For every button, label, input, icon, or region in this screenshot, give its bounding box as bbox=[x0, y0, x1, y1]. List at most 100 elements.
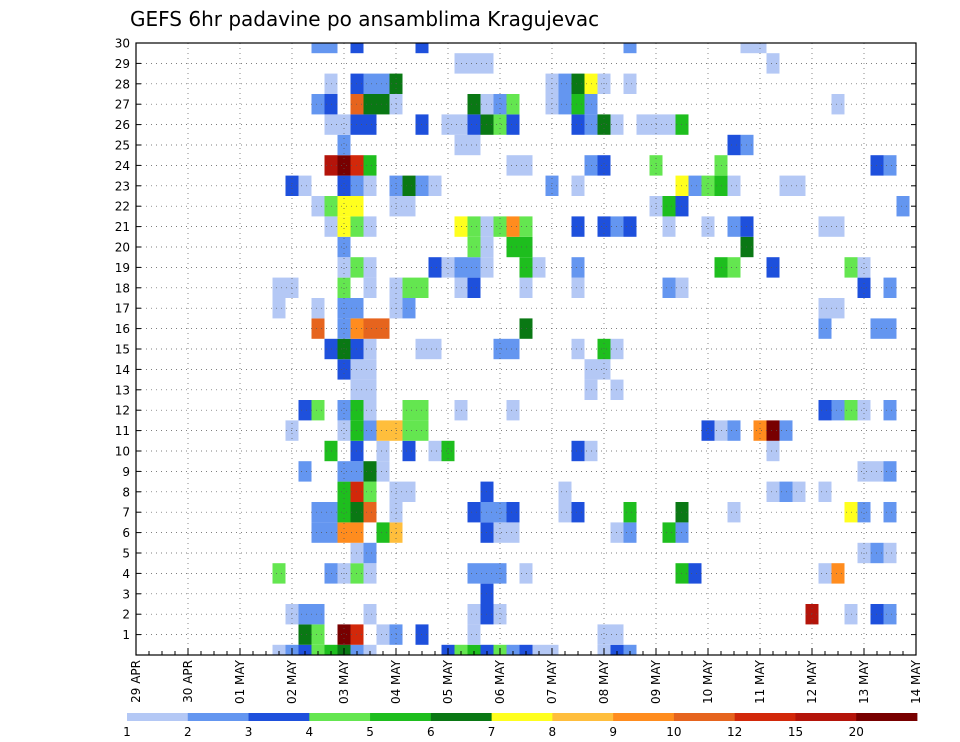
heatmap-cell bbox=[298, 604, 312, 625]
colorbar-swatch bbox=[430, 713, 493, 721]
heatmap-cell bbox=[623, 502, 637, 523]
heatmap-cell bbox=[311, 604, 325, 625]
heatmap-cell bbox=[272, 298, 286, 319]
heatmap-cell bbox=[428, 338, 442, 360]
x-tick-label: 01 MAY bbox=[233, 659, 247, 704]
heatmap-cell bbox=[363, 94, 377, 115]
heatmap-cell bbox=[363, 318, 377, 339]
heatmap-cell bbox=[506, 216, 520, 237]
heatmap-cell bbox=[311, 522, 325, 543]
heatmap-cell bbox=[298, 400, 312, 421]
heatmap-cell bbox=[402, 420, 416, 441]
x-tick-label: 02 MAY bbox=[285, 659, 299, 704]
heatmap-cell bbox=[376, 73, 390, 94]
heatmap-cell bbox=[272, 277, 286, 298]
heatmap-cell bbox=[506, 236, 520, 258]
y-tick-label: 7 bbox=[122, 506, 130, 520]
heatmap-cell bbox=[727, 216, 741, 237]
heatmap-cell bbox=[727, 257, 741, 278]
heatmap-cell bbox=[701, 175, 715, 196]
colorbar-swatch bbox=[370, 713, 432, 721]
heatmap-cell bbox=[506, 522, 520, 543]
heatmap-cell bbox=[441, 257, 455, 278]
y-tick-label: 28 bbox=[115, 77, 130, 91]
colorbar-label: 10 bbox=[666, 725, 681, 739]
heatmap-cell bbox=[337, 359, 351, 380]
heatmap-cell bbox=[311, 624, 325, 645]
heatmap-cell bbox=[506, 338, 520, 360]
colorbar: 1 2 3 4 5 6 7 8 9 10 12 15 20 bbox=[123, 713, 918, 739]
heatmap-cell bbox=[818, 400, 832, 421]
x-tick-label: 03 MAY bbox=[337, 659, 351, 704]
y-tick-label: 5 bbox=[122, 547, 130, 561]
x-tick-label: 07 MAY bbox=[545, 659, 559, 704]
heatmap-cell bbox=[506, 502, 520, 523]
heatmap-cell bbox=[818, 298, 832, 319]
heatmap-cell bbox=[532, 644, 546, 655]
colorbar-swatch bbox=[856, 713, 918, 721]
y-tick-label: 19 bbox=[115, 261, 130, 275]
colorbar-label: 6 bbox=[427, 725, 435, 739]
colorbar-label: 15 bbox=[788, 725, 803, 739]
heatmap-cell bbox=[402, 481, 416, 502]
heatmap-cell bbox=[337, 277, 351, 298]
heatmap-cell bbox=[727, 420, 741, 441]
heatmap-cell bbox=[597, 359, 611, 380]
heatmap-cell bbox=[571, 73, 585, 94]
heatmap-cell bbox=[493, 604, 507, 625]
y-tick-label: 6 bbox=[122, 526, 130, 540]
heatmap-cell bbox=[727, 175, 741, 196]
heatmap-cell bbox=[402, 440, 416, 462]
heatmap-cell bbox=[467, 53, 481, 74]
heatmap-cell bbox=[402, 175, 416, 196]
heatmap-cell bbox=[480, 644, 494, 655]
heatmap-cell bbox=[363, 502, 377, 523]
heatmap-cell bbox=[337, 461, 351, 482]
heatmap-cell bbox=[467, 624, 481, 645]
colorbar-label: 2 bbox=[184, 725, 192, 739]
heatmap-cell bbox=[558, 502, 572, 523]
colorbar-label: 9 bbox=[609, 725, 617, 739]
heatmap-cell bbox=[337, 134, 351, 156]
heatmap-cells bbox=[272, 43, 910, 655]
heatmap-cell bbox=[818, 318, 832, 339]
y-tick-label: 2 bbox=[122, 608, 130, 622]
heatmap-cell bbox=[896, 196, 910, 217]
heatmap-cell bbox=[662, 522, 676, 543]
heatmap-cell bbox=[337, 502, 351, 523]
heatmap-cell bbox=[363, 114, 377, 135]
heatmap-cell bbox=[766, 420, 780, 441]
heatmap-cell bbox=[792, 481, 806, 502]
x-tick-label: 30 APR bbox=[181, 660, 195, 703]
heatmap-cell bbox=[337, 155, 351, 176]
heatmap-cell bbox=[883, 502, 897, 523]
heatmap-cell bbox=[519, 644, 533, 655]
colorbar-label: 4 bbox=[305, 725, 313, 739]
heatmap-cell bbox=[376, 624, 390, 645]
y-tick-label: 21 bbox=[115, 220, 130, 234]
x-tick-label: 05 MAY bbox=[441, 659, 455, 704]
heatmap-cell bbox=[363, 542, 377, 564]
heatmap-cell bbox=[623, 73, 637, 94]
y-tick-label: 16 bbox=[115, 322, 130, 336]
heatmap-cell bbox=[883, 155, 897, 176]
heatmap-cell bbox=[441, 440, 455, 462]
heatmap-cell bbox=[324, 43, 338, 54]
colorbar-label: 20 bbox=[849, 725, 864, 739]
heatmap-cell bbox=[727, 134, 741, 156]
heatmap-cell bbox=[298, 644, 312, 655]
heatmap-cell bbox=[493, 114, 507, 135]
heatmap-cell bbox=[883, 542, 897, 564]
heatmap-cell bbox=[363, 216, 377, 237]
heatmap-cell bbox=[766, 53, 780, 74]
x-axis-ticks: 29 APR 30 APR 01 MAY 02 MAY 03 MAY 04 MAY 05 M… bbox=[129, 648, 923, 704]
heatmap-cell bbox=[376, 440, 390, 462]
chart-title: GEFS 6hr padavine po ansamblima Kragujev… bbox=[130, 7, 599, 31]
heatmap-cell bbox=[272, 644, 286, 655]
heatmap-cell bbox=[506, 400, 520, 421]
colorbar-swatch bbox=[187, 713, 249, 721]
y-tick-label: 9 bbox=[122, 465, 130, 479]
x-tick-label: 13 MAY bbox=[857, 659, 871, 704]
heatmap-cell bbox=[363, 257, 377, 278]
heatmap-cell bbox=[571, 216, 585, 237]
